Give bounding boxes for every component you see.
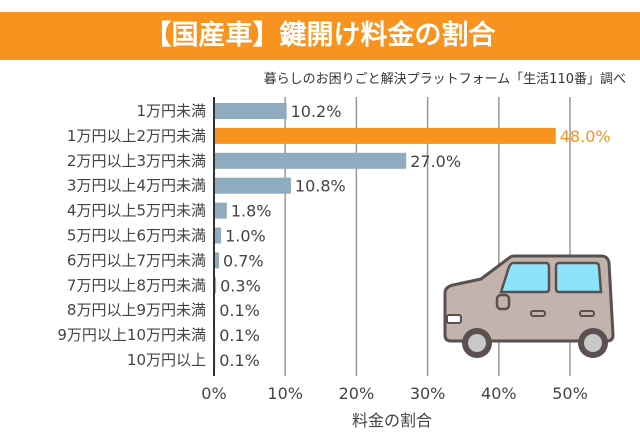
category-label: 6万円以上7万円未満 — [67, 251, 206, 269]
category-label: 4万円以上5万円未満 — [67, 202, 206, 220]
bar — [214, 252, 219, 269]
x-tick-label: 0% — [201, 384, 226, 403]
value-label: 0.7% — [223, 251, 264, 270]
category-label: 1万円未満 — [136, 102, 206, 120]
value-label: 10.2% — [291, 102, 342, 121]
category-label: 2万円以上3万円未満 — [67, 152, 206, 170]
value-label: 27.0% — [410, 152, 461, 171]
value-label: 0.1% — [219, 326, 260, 345]
category-label: 8万円以上9万円未満 — [67, 301, 206, 319]
bar — [214, 202, 227, 219]
x-tick-label: 10% — [267, 384, 303, 403]
x-axis-label: 料金の割合 — [352, 411, 432, 430]
value-label: 0.1% — [219, 301, 260, 320]
value-label: 1.8% — [231, 202, 272, 221]
bar — [214, 227, 222, 244]
category-label: 1万円以上2万円未満 — [67, 127, 206, 145]
x-tick-label: 20% — [339, 384, 375, 403]
bar — [214, 177, 291, 194]
value-label: 1.0% — [225, 227, 266, 246]
value-label: 0.3% — [220, 276, 261, 295]
value-label: 0.1% — [219, 351, 260, 370]
bar — [214, 127, 556, 144]
value-label: 48.0% — [560, 127, 611, 146]
bar — [214, 277, 217, 294]
bar — [214, 103, 287, 119]
x-tick-label: 30% — [410, 384, 446, 403]
category-label: 5万円以上6万円未満 — [67, 227, 206, 245]
category-label: 3万円以上4万円未満 — [67, 177, 206, 195]
category-label: 9万円以上10万円未満 — [57, 326, 206, 344]
value-label: 10.8% — [295, 177, 346, 196]
x-tick-label: 50% — [552, 384, 588, 403]
car-icon — [443, 254, 615, 358]
x-tick-label: 40% — [481, 384, 517, 403]
bar — [214, 152, 407, 169]
category-label: 10万円以上 — [127, 351, 206, 369]
title-band — [0, 12, 640, 60]
chart-title: 【国産車】鍵開け料金の割合 — [144, 20, 496, 51]
chart-source: 暮らしのお困りごと解決プラットフォーム「生活110番」調べ — [263, 72, 626, 87]
category-label: 7万円以上8万円未満 — [67, 276, 206, 294]
